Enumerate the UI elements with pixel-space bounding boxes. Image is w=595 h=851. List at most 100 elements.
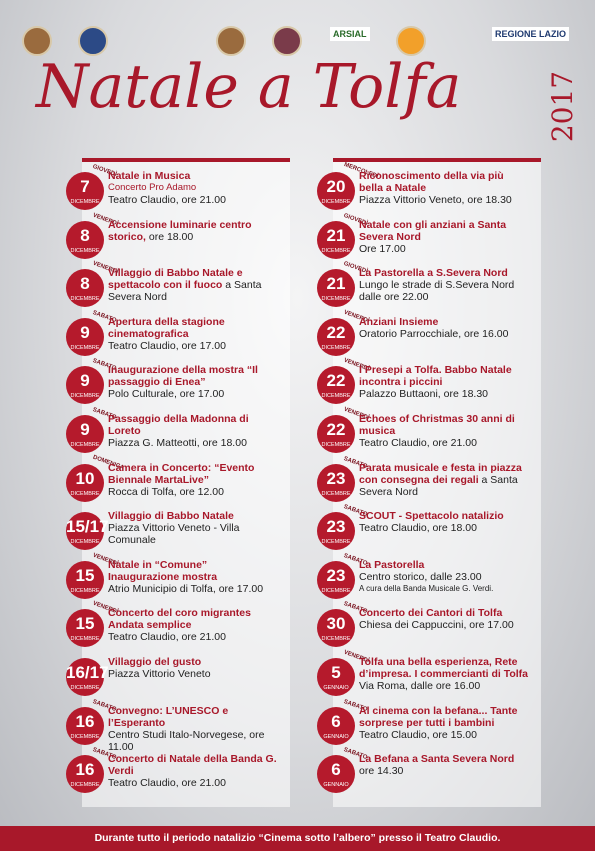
event-title: Riconoscimento della via più bella a Nat… — [359, 170, 504, 194]
event-text: Tolfa una bella esperienza, Rete d’impre… — [359, 656, 529, 692]
event-title: I Presepi a Tolfa. Babbo Natale incontra… — [359, 364, 512, 389]
month: GENNAIO — [323, 685, 349, 691]
year: 2017 — [546, 70, 580, 143]
day: 23 — [326, 468, 346, 488]
month: DICEMBRE — [321, 296, 351, 303]
day: 15/17 — [66, 517, 109, 537]
event-text: Echoes of Christmas 30 anni di musica Tea… — [359, 413, 529, 449]
date-badge: 15 DICEMBRE — [66, 560, 104, 599]
month: DICEMBRE — [70, 733, 100, 740]
month: DICEMBRE — [321, 636, 351, 643]
event-title: Concerto dei Cantori di Tolfa — [359, 607, 503, 620]
event: 23 DICEMBRE SABATO SCOUT - Spettacolo natal… — [317, 504, 567, 554]
date-badge: 7 DICEMBRE — [66, 172, 104, 210]
event-detail: Teatro Claudio, ore 15.00 — [359, 728, 477, 741]
event-detail: Polo Culturale, ore 17.00 — [108, 388, 225, 401]
event-title: La Pastorella — [359, 558, 425, 571]
event: 16/17 DICEMBRE Villaggio del gusto Piazza V… — [66, 652, 316, 700]
logo-text: REGIONE LAZIO — [492, 27, 570, 41]
month: DICEMBRE — [321, 199, 351, 205]
month: DICEMBRE — [70, 587, 100, 594]
event-detail: Teatro Claudio, ore 21.00 — [108, 777, 226, 790]
event-detail: Piazza Vittorio Veneto - Villa Comunale — [108, 522, 240, 547]
date-badge: 8 DICEMBRE — [66, 269, 104, 308]
date-badge: 22 DICEMBRE — [317, 317, 355, 356]
date-badge: 6 GENNAIO — [317, 755, 355, 794]
event-detail: Via Roma, dalle ore 16.00 — [359, 680, 481, 692]
day: 5 — [331, 663, 341, 682]
event: 8 DICEMBRE VENERDÌ Villaggio di Babbo Natal… — [66, 261, 316, 311]
event: 9 DICEMBRE SABATO Passaggio della Madonna d… — [66, 407, 316, 457]
day: 9 — [80, 420, 90, 439]
date-badge: 20 DICEMBRE — [317, 172, 355, 210]
event-detail: Teatro Claudio, ore 17.00 — [108, 339, 226, 352]
event-place: ore 18.00 — [148, 230, 194, 243]
month: DICEMBRE — [321, 344, 351, 351]
event-detail: Teatro Claudio, ore 18.00 — [359, 522, 477, 535]
event: 9 DICEMBRE SABATO Inaugurazione della mostr… — [66, 358, 316, 408]
event-title: Concerto di Natale della Banda G. Verdi — [108, 753, 277, 778]
logo — [22, 26, 52, 56]
month: DICEMBRE — [321, 393, 351, 400]
date-badge: 16 DICEMBRE — [66, 755, 104, 794]
event-detail: Teatro Claudio, ore 21.00 — [359, 437, 477, 449]
day: 20 — [326, 177, 346, 196]
date-badge: 15/17 DICEMBRE — [66, 512, 109, 551]
date-badge: 15 DICEMBRE — [66, 609, 104, 648]
month: DICEMBRE — [321, 490, 351, 497]
event-title: Natale con gli anziani a Santa Severa No… — [359, 218, 507, 243]
event: 6 GENNAIO SABATO Al cinema con la befana...… — [317, 699, 567, 749]
month: DICEMBRE — [70, 442, 100, 448]
day: 22 — [326, 371, 346, 391]
month: DICEMBRE — [321, 539, 351, 546]
month: DICEMBRE — [70, 199, 100, 205]
event-detail: Piazza G. Matteotti, ore 18.00 — [108, 437, 247, 449]
event: 22 DICEMBRE VENERDÌ Echoes of Christmas 30 … — [317, 407, 567, 457]
date-badge: 23 DICEMBRE — [317, 463, 355, 502]
event-title: Passaggio della Madonna di Loreto — [108, 413, 249, 437]
month: GENNAIO — [323, 733, 349, 740]
day: 21 — [326, 225, 346, 245]
event: 8 DICEMBRE VENERDÌ Accensione luminarie cen… — [66, 212, 316, 263]
event-text: Villaggio del gusto Piazza Vittorio Venet… — [108, 656, 278, 680]
event-title: Natale in “Comune” Inaugurazione mostra — [108, 558, 218, 583]
event: 23 DICEMBRE SABATO La Pastorella Centro stor… — [317, 553, 567, 603]
event-place: a Santa Severa Nord — [108, 279, 262, 304]
day: 23 — [326, 517, 346, 537]
event-text: Apertura della stagione cinematografica T… — [108, 316, 278, 352]
date-badge: 22 DICEMBRE — [317, 366, 355, 405]
logo — [216, 26, 246, 56]
event-title: Villaggio di Babbo Natale e spettacolo c… — [108, 267, 243, 292]
event-text: Concerto di Natale della Banda G. Verdi T… — [108, 753, 278, 789]
date-badge: 16 DICEMBRE — [66, 706, 104, 745]
day: 16/17 — [66, 663, 109, 682]
month: DICEMBRE — [70, 344, 100, 351]
event-title: La Pastorella a S.Severa Nord — [359, 267, 508, 280]
month: DICEMBRE — [70, 247, 100, 254]
event-subtitle: Concerto Pro Adamo — [108, 182, 197, 193]
event-text: Natale in Musica Concerto Pro Adamo Teatro… — [108, 170, 278, 206]
event-text: Al cinema con la befana... Tante sorpres… — [359, 705, 529, 741]
day: 8 — [80, 225, 90, 245]
day: 22 — [326, 322, 346, 342]
event-text: Camera in Concerto: “Evento Biennale Mar… — [108, 462, 278, 498]
event-detail: Atrio Municipio di Tolfa, ore 17.00 — [108, 582, 264, 595]
date-badge: 10 DICEMBRE — [66, 463, 104, 502]
event-detail: Lungo le strade di S.Severa Nord dalle o… — [359, 279, 515, 304]
date-badge: 8 DICEMBRE — [66, 220, 104, 259]
month: DICEMBRE — [70, 636, 100, 643]
event-text: Natale in “Comune” Inaugurazione mostra A… — [108, 559, 278, 595]
event-text: Riconoscimento della via più bella a Nat… — [359, 170, 529, 206]
event-detail: Piazza Vittorio Veneto, ore 18.30 — [359, 194, 512, 206]
event-title: Anziani Insieme — [359, 315, 439, 328]
right-column — [333, 158, 541, 807]
event-text: SCOUT - Spettacolo natalizio Teatro Claud… — [359, 510, 529, 534]
event-detail: Centro storico, dalle 23.00 — [359, 570, 482, 583]
date-badge: 6 GENNAIO — [317, 706, 355, 745]
event: 16 DICEMBRE SABATO Concerto di Natale della… — [66, 747, 316, 797]
day: 10 — [75, 468, 95, 488]
logo — [78, 26, 108, 56]
event-text: La Pastorella a S.Severa Nord Lungo le st… — [359, 267, 529, 303]
month: DICEMBRE — [321, 587, 351, 594]
event-detail: Chiesa dei Cappuccini, ore 17.00 — [359, 619, 514, 632]
